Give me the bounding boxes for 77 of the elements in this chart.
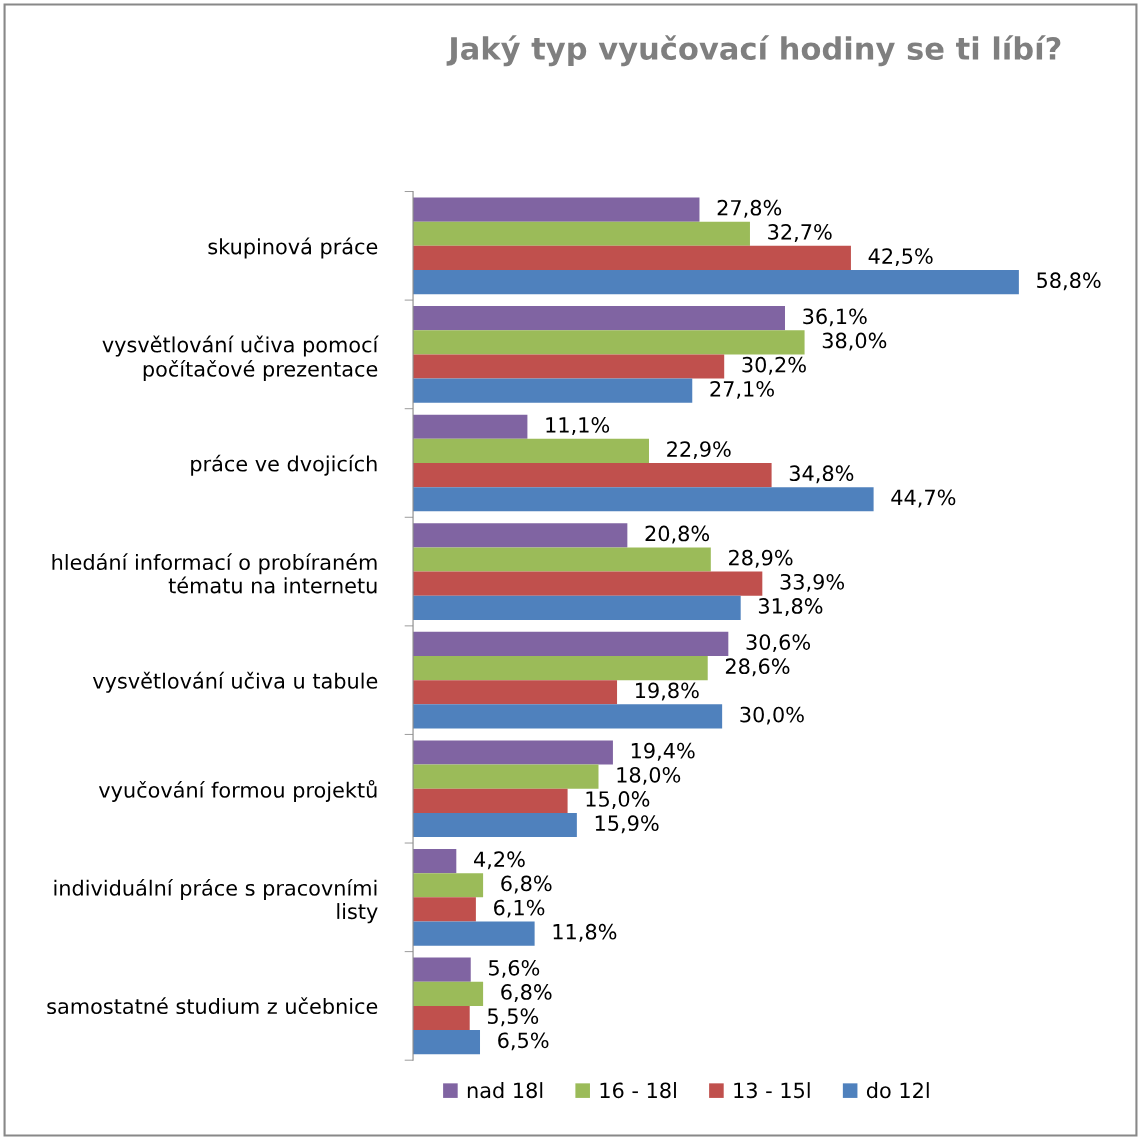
data-label: 38,0% [822,332,887,351]
bar [413,655,708,681]
data-label: 22,9% [667,441,731,460]
bar [413,547,711,572]
data-label: 30,2% [742,356,806,375]
data-label: 34,8% [789,465,854,484]
bar [413,873,484,898]
y-tick-label: hledání informací o probíraném tématu na internetu [52,553,377,594]
data-label: 11,8% [553,923,617,942]
data-label: 27,1% [710,380,774,399]
bar [413,1005,470,1031]
data-label: 11,1% [546,417,610,435]
legend-label: do 12l [866,1082,929,1099]
y-tick-label: vysvětlování učiva u tabule [92,671,378,693]
data-label: 19,4% [631,742,695,761]
y-tick-label: skupinová práce [208,237,378,259]
bar [413,245,851,270]
data-label: 32,7% [768,224,832,242]
data-label: 6,8% [501,984,552,1002]
bar [413,523,628,548]
data-label: 6,1% [494,899,545,918]
bar [413,1030,481,1055]
data-label: 31,8% [758,598,823,616]
bar [413,680,618,705]
bar [413,631,729,656]
bar [413,378,693,403]
bar [413,897,476,922]
data-label: 36,1% [803,308,867,327]
data-label: 30,0% [740,706,804,725]
bar [413,438,649,463]
data-label: 20,8% [645,525,710,544]
y-tick-label: individuální práce s pracovními listy [54,878,378,924]
bar [413,571,763,596]
bar [413,704,723,729]
bar [413,414,528,439]
bar [413,462,772,488]
data-label: 42,5% [868,248,933,267]
bar [413,269,1019,295]
bar [413,957,471,982]
data-label: 5,6% [489,959,540,978]
legend-label: nad 18l [467,1082,543,1099]
bar [413,306,785,331]
bar [413,221,750,246]
data-label: 4,2% [474,851,525,870]
data-label: 28,9% [729,549,793,568]
bar [413,354,725,379]
legend-label: 16 - 18l [600,1082,676,1099]
data-label: 33,9% [780,573,845,592]
bar [413,921,535,946]
bar [413,764,599,789]
data-label: 58,8% [1037,272,1101,291]
data-label: 15,0% [586,791,650,809]
data-label: 28,6% [725,658,790,677]
bar [413,849,457,874]
y-tick-label: vyučování formou projektů [98,779,377,802]
bar [413,740,613,765]
legend-label: 13 - 15l [734,1082,810,1099]
data-label: 18,0% [617,766,681,785]
data-label: 19,8% [636,682,699,701]
data-label: 15,9% [595,815,659,834]
y-tick-label: vysvětlování učiva pomocí počítačové prezentace [102,335,379,381]
data-label: 30,6% [746,634,811,653]
bar [413,595,741,620]
data-label: 6,8% [501,875,552,894]
data-label: 5,5% [487,1008,539,1027]
data-label: 44,7% [891,489,956,508]
y-tick-label: samostatné studium z učebnice [47,997,378,1015]
bar [413,981,484,1006]
chart-title: Jaký typ vyučovací hodiny se ti líbí? [446,35,1061,67]
bar [413,788,568,813]
bar [413,197,700,222]
data-label: 6,5% [498,1032,549,1051]
bar [413,487,874,512]
data-label: 27,8% [717,199,782,218]
y-tick-label: práce ve dvojicích [191,454,377,476]
bar [413,330,805,355]
bar [413,812,577,838]
